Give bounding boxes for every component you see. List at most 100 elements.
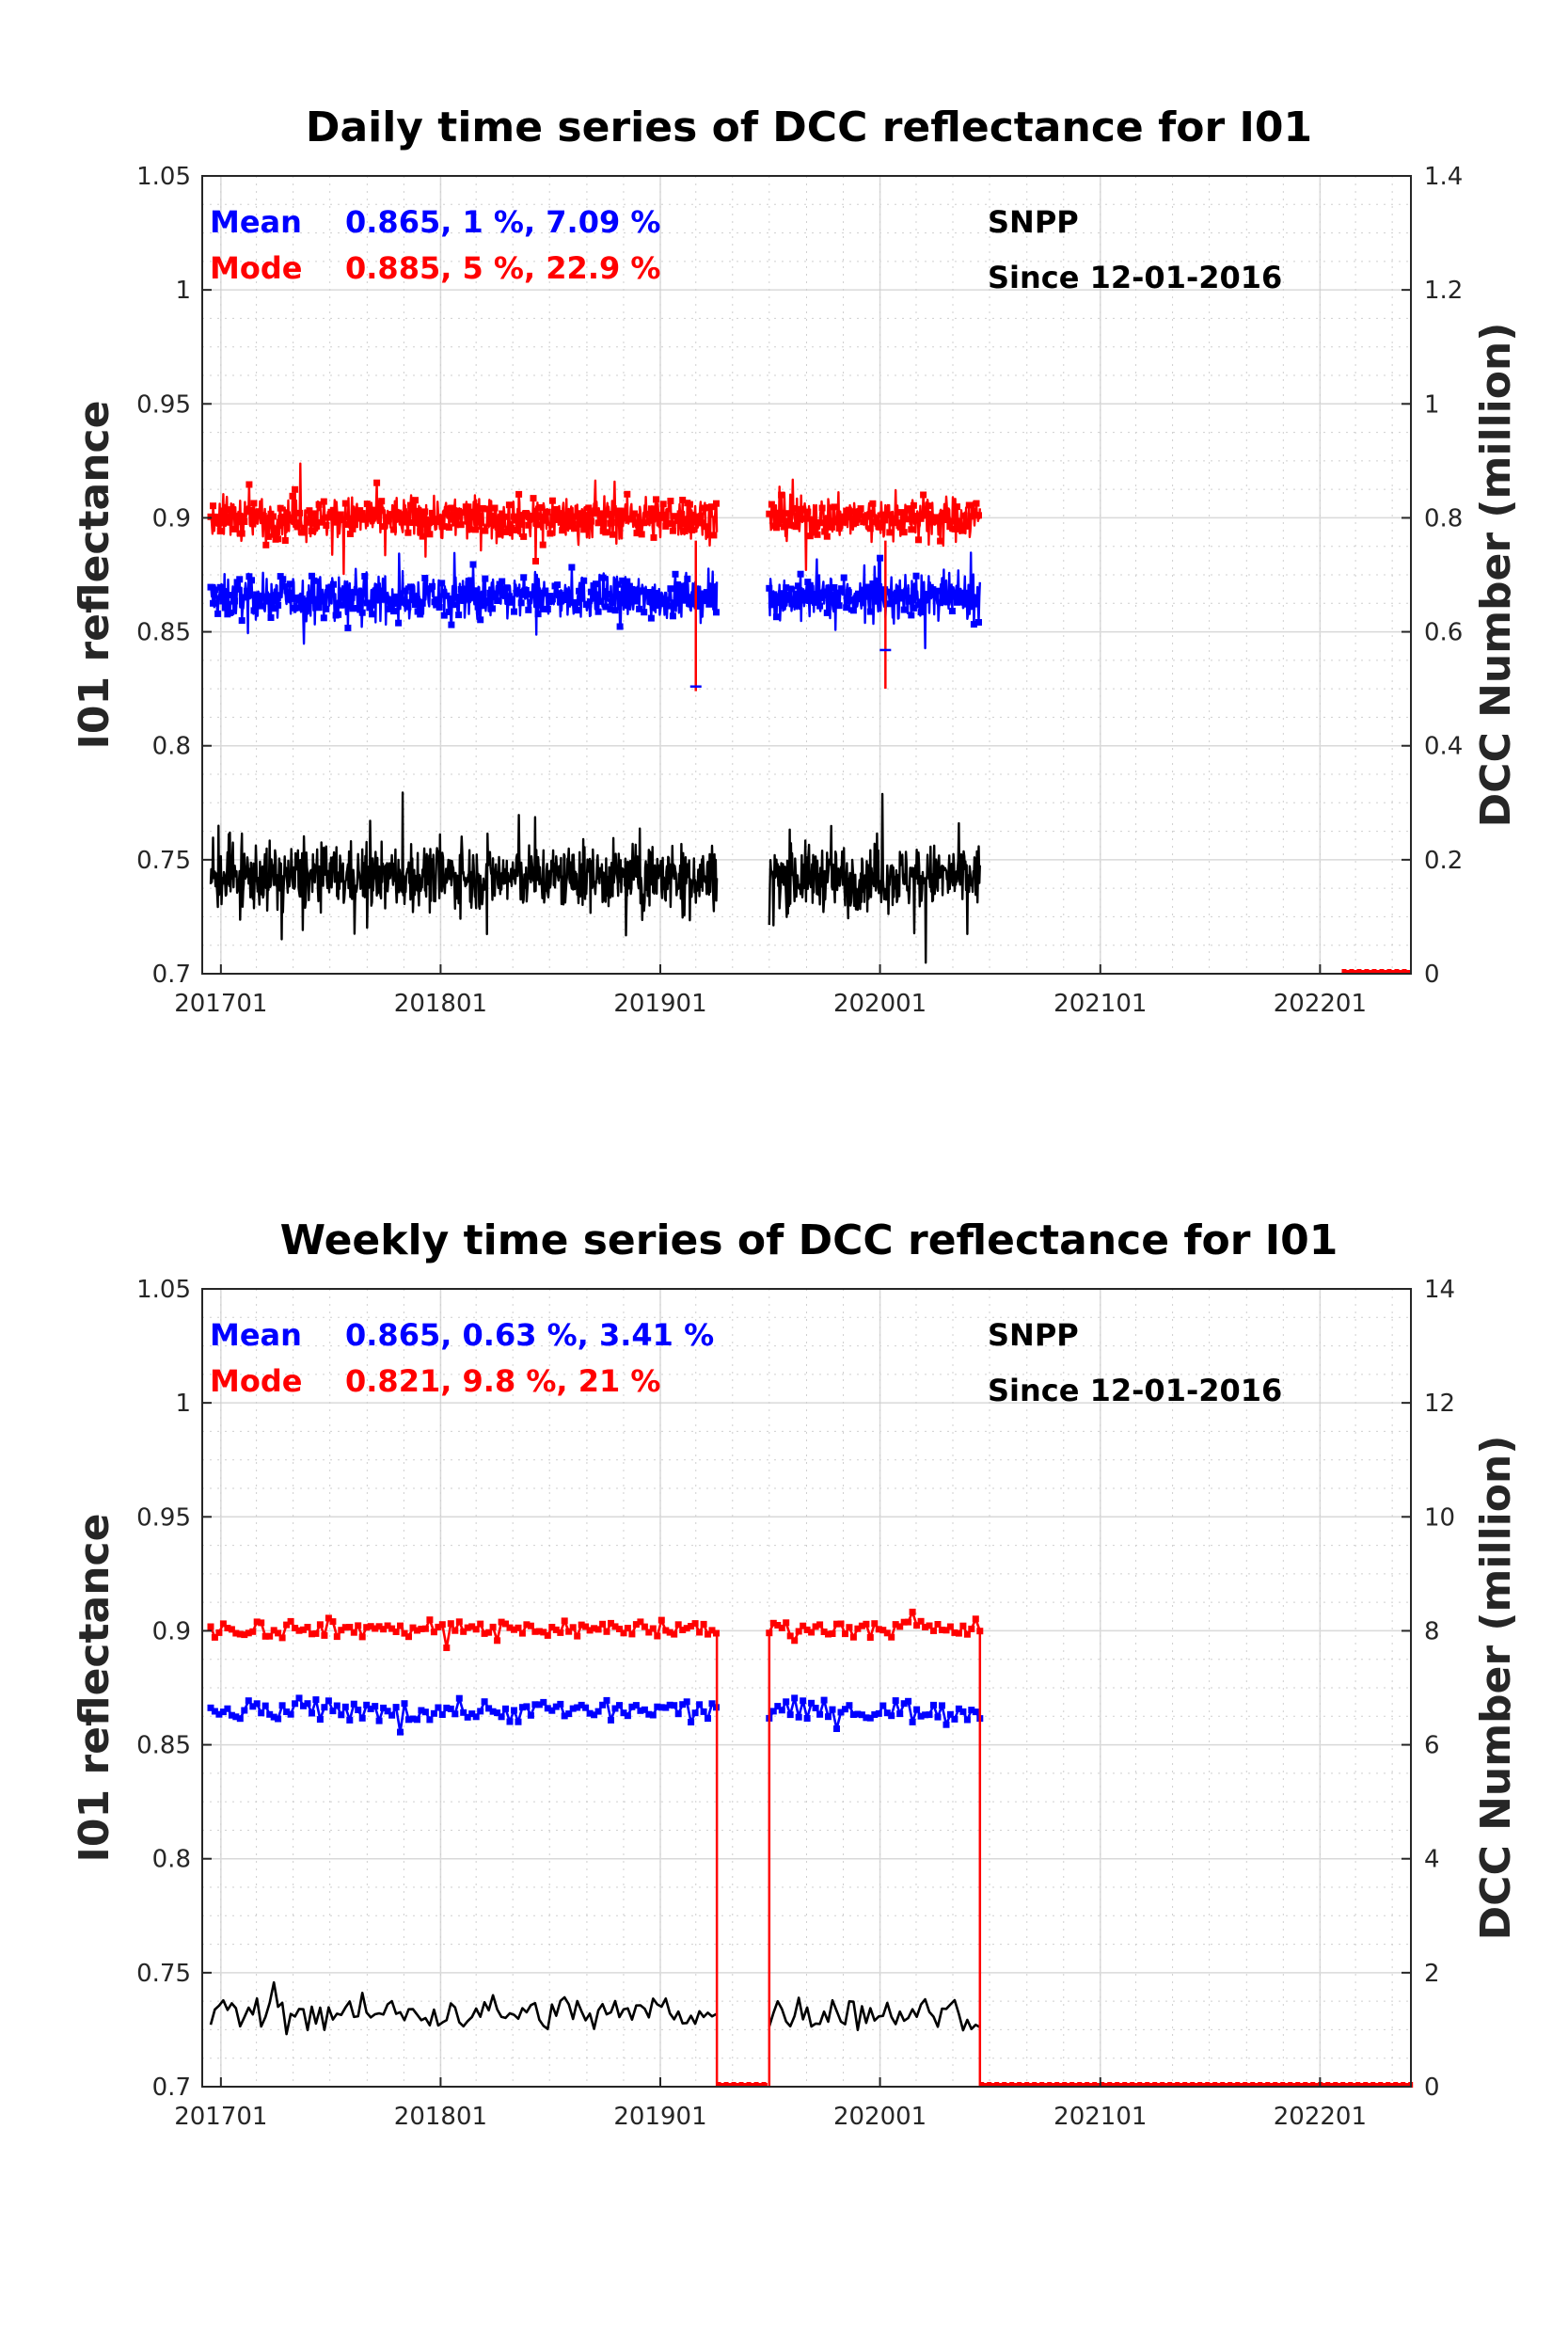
mean-marker bbox=[833, 1725, 840, 1732]
mean-marker bbox=[585, 600, 593, 608]
mode-marker bbox=[270, 513, 277, 520]
zero-count-marker bbox=[1152, 2082, 1158, 2088]
mean-marker bbox=[451, 1710, 459, 1718]
mean-marker bbox=[249, 1703, 257, 1710]
mean-marker bbox=[669, 612, 676, 620]
weekly-mode-stats: 0.821, 9.8 %, 21 % bbox=[345, 1363, 660, 1399]
weekly-mean-label: Mean bbox=[210, 1317, 302, 1353]
mean-marker bbox=[261, 1702, 269, 1709]
mode-marker bbox=[637, 1618, 644, 1626]
mean-marker bbox=[462, 590, 469, 597]
mean-marker bbox=[211, 1708, 218, 1715]
mode-marker bbox=[412, 497, 419, 504]
mode-marker bbox=[421, 508, 429, 516]
mode-marker bbox=[385, 516, 392, 523]
y-tick-label: 0.95 bbox=[136, 1503, 191, 1532]
daily-ylabel: I01 reflectance bbox=[71, 401, 119, 750]
mean-marker bbox=[361, 573, 369, 580]
mean-marker bbox=[346, 1716, 354, 1724]
mode-marker bbox=[409, 519, 417, 526]
mode-marker bbox=[888, 1633, 895, 1641]
mean-marker bbox=[858, 1711, 865, 1719]
mode-marker bbox=[927, 513, 934, 520]
mode-marker bbox=[866, 1634, 874, 1641]
mean-marker bbox=[500, 589, 508, 596]
mode-marker bbox=[532, 558, 539, 564]
zero-count-marker bbox=[1258, 2082, 1263, 2088]
daily-mean-label: Mean bbox=[210, 204, 302, 240]
mean-marker bbox=[385, 605, 392, 612]
mean-marker bbox=[544, 1705, 551, 1712]
zero-count-marker bbox=[1227, 2082, 1233, 2088]
mean-marker bbox=[803, 1715, 811, 1722]
mean-marker bbox=[335, 611, 342, 618]
mode-marker bbox=[628, 1630, 636, 1638]
mean-marker bbox=[696, 602, 704, 610]
mode-marker bbox=[895, 522, 903, 529]
mean-marker bbox=[419, 599, 426, 607]
mode-marker bbox=[318, 518, 325, 526]
mean-marker bbox=[486, 589, 494, 596]
mean-marker bbox=[829, 1706, 836, 1713]
mean-marker bbox=[883, 1709, 891, 1717]
mode-marker bbox=[392, 1629, 400, 1635]
mode-marker bbox=[258, 1619, 265, 1627]
mode-marker bbox=[594, 519, 602, 527]
y-tick-label: 0.85 bbox=[136, 1732, 191, 1760]
mean-marker bbox=[679, 1701, 687, 1708]
daily-y2label: DCC Number (million) bbox=[1472, 323, 1520, 828]
mean-marker bbox=[852, 595, 860, 602]
mode-marker bbox=[548, 497, 556, 504]
mean-marker bbox=[917, 1712, 925, 1720]
mode-marker bbox=[278, 1634, 286, 1642]
zero-count-marker bbox=[1394, 969, 1400, 975]
mode-marker bbox=[270, 1627, 277, 1634]
mean-marker bbox=[955, 1705, 962, 1712]
mode-marker bbox=[224, 1625, 231, 1631]
mean-marker bbox=[443, 1704, 451, 1711]
mean-marker bbox=[341, 1703, 349, 1710]
mean-marker bbox=[469, 561, 477, 568]
mode-marker bbox=[352, 521, 358, 529]
mode-marker bbox=[498, 1618, 505, 1626]
mode-marker bbox=[530, 495, 537, 502]
zero-count-marker bbox=[1212, 2082, 1218, 2088]
mode-marker bbox=[241, 1631, 248, 1639]
mean-marker bbox=[329, 1708, 337, 1715]
zero-count-marker bbox=[1017, 2082, 1022, 2088]
mode-marker bbox=[925, 502, 932, 510]
mean-marker bbox=[430, 1709, 437, 1717]
mode-marker bbox=[912, 513, 920, 520]
zero-count-marker bbox=[1370, 2082, 1376, 2088]
mode-marker bbox=[214, 519, 222, 527]
y-tick-label: 1.05 bbox=[136, 1276, 191, 1304]
mode-marker bbox=[814, 531, 821, 538]
mean-marker bbox=[435, 1704, 442, 1711]
mode-marker bbox=[232, 1629, 240, 1637]
mean-marker bbox=[664, 602, 672, 610]
mode-marker bbox=[768, 501, 775, 508]
mean-marker bbox=[604, 591, 611, 597]
zero-count-marker bbox=[1024, 2082, 1030, 2088]
mode-marker bbox=[616, 1626, 623, 1632]
mode-marker bbox=[691, 1620, 699, 1628]
mode-marker bbox=[874, 519, 881, 527]
weekly-mean-stats: 0.865, 0.63 %, 3.41 % bbox=[345, 1317, 714, 1353]
y2-tick-label: 4 bbox=[1424, 1846, 1440, 1874]
x-tick-label: 201801 bbox=[394, 990, 487, 1018]
mode-marker bbox=[417, 528, 424, 535]
mode-marker bbox=[659, 501, 667, 508]
mean-marker bbox=[866, 608, 874, 615]
mode-marker bbox=[703, 523, 710, 531]
mean-marker bbox=[688, 1719, 695, 1725]
mode-marker bbox=[883, 1629, 891, 1637]
mode-marker bbox=[900, 1618, 908, 1626]
mode-marker bbox=[864, 512, 872, 519]
mode-marker bbox=[460, 1628, 467, 1635]
mean-marker bbox=[489, 605, 496, 612]
mode-marker bbox=[388, 511, 395, 518]
daily-since: Since 12-01-2016 bbox=[988, 260, 1282, 295]
mode-marker bbox=[769, 1619, 777, 1627]
mode-marker bbox=[559, 527, 566, 534]
mode-marker bbox=[858, 1622, 865, 1629]
